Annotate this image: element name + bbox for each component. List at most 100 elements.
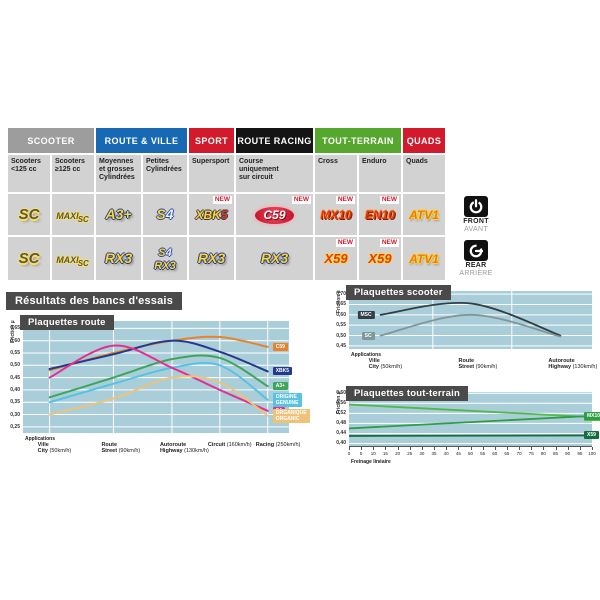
x-tick-number: 55 [480,451,486,456]
product-logo-rx3: RX3 [260,249,289,266]
series-label-XBK5: XBK5 [272,367,293,376]
product-cell-rear: ATV1 [403,237,445,280]
y-tick-label: 0,55 [10,350,20,356]
product-logo-atv1: ATV1 [409,251,439,266]
series-line-EN10 [349,403,592,419]
group-header-scooter: SCOOTER [8,128,94,153]
x-tick-number: 70 [516,451,522,456]
x-tick [397,447,399,450]
x-tick-number: 85 [553,451,559,456]
group-header-quads: QUADS [403,128,445,153]
y-tick-label: 0,40 [10,386,20,393]
x-tick [409,447,411,450]
x-tick-number: 50 [467,451,474,456]
x-tick-number: 80 [540,451,546,456]
new-badge: NEW [212,196,232,204]
series-label-X59: X59 [584,431,599,440]
group-header-route-ville: ROUTE & VILLE [96,128,187,153]
product-cell-rear: S4 RX3 [143,237,187,280]
product-logo-maxi-sc: MAXISC [56,254,89,268]
x-tick [421,447,423,450]
chart-canvas [23,321,289,433]
column-header: Course uniquement sur circuit [236,155,313,192]
product-logo-rx3: RX3 [197,249,226,266]
x-tick [494,447,496,450]
x-tick-number: 20 [395,451,401,456]
series-line-ORGANIQUE/ORGANIC [48,375,269,417]
front-sublabel: AVANT [464,226,488,233]
x-tick [543,447,545,450]
y-tick-label: 0,44 [336,430,346,437]
new-badge: NEW [379,196,399,204]
y-tick-label: 0,60 [336,311,346,318]
y-tick-label: 0,25 [10,423,20,430]
x-axis: Applications Ville City (50km/h) Route Stree… [349,351,597,379]
x-tick [349,447,350,450]
new-badge: NEW [291,196,311,204]
series-line-XBK5 [48,339,269,373]
product-logo-sc: SC [18,249,40,267]
y-tick-label: 0,50 [336,332,346,339]
x-tick-number: 75 [528,451,534,456]
y-tick-label: 0,65 [336,301,346,308]
x-axis-title: Applications [351,352,382,358]
series-line-X59 [349,434,592,437]
y-tick-label: 0,60 [10,337,20,344]
column-header: Cross [315,155,357,192]
tout-terrain-chart-title: Plaquettes tout-terrain [346,386,468,401]
series-label-ORGANIQUE/ORGANIC: ORGANIQUE ORGANIC [272,408,310,423]
column-header: Supersport [189,155,234,192]
series-line-MX10 [349,414,592,430]
plot-area: MSC SC [349,291,592,349]
plot-area: C59XBK5A3+ORIGINEGENUINES4ORGANIQUEORGAN… [23,321,310,433]
x-tick [567,447,569,450]
product-cell-front: SC [8,194,50,235]
x-tick-number: 45 [455,451,461,456]
product-cell-front: ATV1 [403,194,445,235]
product-cell-front: A3+ [96,194,141,235]
y-tick-label: 0,30 [10,411,20,418]
series-label-SC: SC [361,331,375,340]
product-cell-front: NEW C59 [236,194,313,235]
x-tick [385,447,387,450]
x-tick-label: Circuit (160km/h) [207,442,252,448]
series-line-A3+ [48,354,269,399]
tout-terrain-chart: Friction µ Plaquettes tout-terrain 0,40 0… [332,386,600,478]
new-badge: NEW [335,239,355,247]
series-label-C59: C59 [272,342,288,351]
front-axle-legend: FRONT AVANT [450,196,502,233]
x-tick-number: 25 [407,451,413,456]
x-tick-label: Ville City (50km/h) [368,358,403,370]
y-tick-label: 0,35 [10,399,20,406]
x-tick-number: 65 [504,451,510,456]
scooter-chart: Friction µ Plaquettes scooter 0,45 0,50 0,… [332,285,597,383]
product-cell-rear: RX3 [96,237,141,280]
y-tick-label: 0,65 [10,325,20,332]
x-axis-title: Freinage linéaire [351,459,391,465]
rear-brake-disc-icon [464,240,488,261]
product-logo-xbk5: XBK5 [195,207,228,222]
product-logo-x59: X59 [368,250,392,266]
x-axis-line: 0 5 10 15 20 25 30 35 40 45 50 55 60 65 70 75 80 85 90 95 10… [348,446,596,456]
x-tick [434,447,436,450]
product-cell-front: S4 [143,194,187,235]
product-cell-rear: RX3 [189,237,234,280]
product-cell-rear: MAXISC [52,237,94,280]
y-tick-label: 0,40 [336,440,346,447]
column-header: Petites Cylindrées [143,155,187,192]
y-tick-label: 0,56 [336,400,346,407]
x-tick-label: Autoroute Highway (130km/h) [548,358,598,370]
route-chart: Friction µ Plaquettes route 0,25 0,30 0,35… [8,315,310,460]
product-logo-a3+: A3+ [105,205,132,222]
series-label-MSC: MSC [357,310,375,319]
y-tick-label: 0,50 [10,362,20,369]
series-line-S4 [48,344,269,412]
x-tick-number: 40 [443,451,449,456]
y-tick-label: 0,52 [336,410,346,417]
series-line-MSC [379,301,562,337]
x-tick-label: Route Street (90km/h) [458,358,498,370]
y-axis: 0,45 0,50 0,55 0,60 0,65 0,70 [332,291,348,349]
x-tick-number: 5 [359,451,363,456]
x-tick [592,447,593,450]
